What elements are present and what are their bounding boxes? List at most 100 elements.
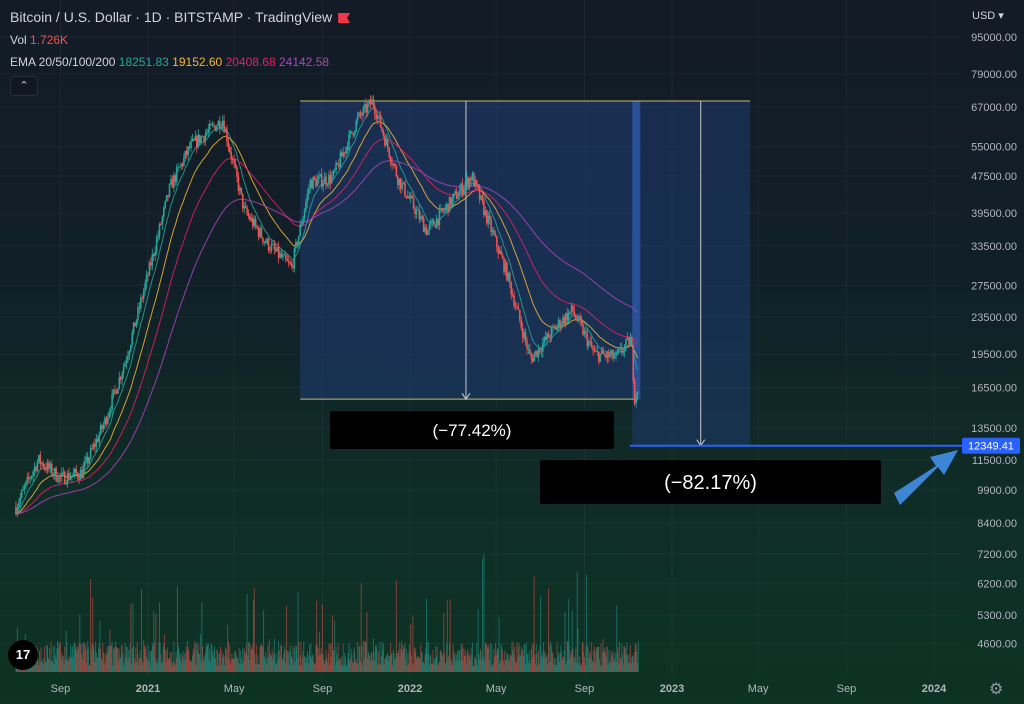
volume-bar bbox=[136, 662, 138, 672]
time-axis[interactable]: Sep 2021 May Sep 2022 May Sep 2023 May Sep 2024 bbox=[51, 683, 947, 695]
volume-bar bbox=[191, 661, 193, 672]
tradingview-logo-icon[interactable]: 17 bbox=[8, 640, 38, 670]
volume-bar bbox=[106, 646, 108, 672]
volume-bar bbox=[176, 657, 178, 672]
volume-bar bbox=[525, 664, 527, 672]
candle-body bbox=[194, 136, 197, 141]
volume-bar bbox=[535, 664, 537, 672]
candle-body bbox=[23, 486, 26, 489]
candle-body bbox=[227, 142, 230, 148]
collapse-legend-button[interactable]: ⌃ bbox=[10, 76, 38, 96]
volume-bar bbox=[117, 648, 119, 672]
candle-body bbox=[451, 197, 454, 206]
symbol-title[interactable]: Bitcoin / U.S. Dollar · 1D · BITSTAMP · … bbox=[10, 9, 351, 25]
candle-body bbox=[274, 248, 277, 252]
candle-body bbox=[279, 253, 281, 258]
volume-bar bbox=[53, 664, 55, 672]
candle-body bbox=[570, 305, 573, 312]
candle-body bbox=[229, 147, 231, 153]
candle-body bbox=[33, 466, 36, 472]
volume-bar bbox=[181, 655, 183, 672]
candle-body bbox=[296, 242, 299, 246]
volume-bar bbox=[446, 600, 448, 672]
candle-body bbox=[440, 208, 442, 210]
candle-body bbox=[590, 341, 593, 348]
volume-bar bbox=[627, 663, 629, 672]
volume-bar bbox=[331, 644, 333, 672]
volume-bar bbox=[418, 657, 420, 672]
volume-bar bbox=[146, 659, 148, 672]
candle-body bbox=[307, 189, 310, 194]
price-axis[interactable]: 95000.00 79000.00 67000.00 55000.00 47500.00… bbox=[971, 32, 1017, 651]
candle-body bbox=[549, 337, 551, 339]
volume-bar bbox=[90, 649, 92, 672]
candle-body bbox=[259, 228, 261, 237]
volume-bar bbox=[112, 665, 114, 672]
candle-body bbox=[635, 394, 637, 404]
volume-bar bbox=[101, 659, 103, 672]
volume-bar bbox=[591, 641, 593, 672]
candle-body bbox=[309, 180, 312, 190]
volume-bar bbox=[255, 645, 257, 672]
x-tick-label: May bbox=[748, 683, 769, 695]
volume-bar bbox=[62, 656, 64, 672]
ema-legend[interactable]: EMA 20/50/100/200 18251.83 19152.60 2040… bbox=[10, 55, 329, 69]
candle-body bbox=[461, 183, 464, 195]
volume-bar bbox=[520, 655, 522, 672]
volume-bar bbox=[212, 651, 214, 672]
candle-body bbox=[59, 475, 62, 477]
volume-bar bbox=[492, 664, 494, 672]
candle-body bbox=[599, 353, 602, 362]
candle-body bbox=[32, 471, 34, 476]
volume-bar bbox=[581, 665, 583, 672]
volume-bar bbox=[124, 642, 126, 672]
volume-bar bbox=[118, 660, 120, 672]
volume-bar bbox=[151, 651, 153, 672]
candle-body bbox=[550, 327, 553, 339]
volume-bar bbox=[222, 657, 224, 672]
volume-bar bbox=[275, 662, 277, 672]
volume-bar bbox=[454, 653, 456, 672]
gear-icon[interactable]: ⚙ bbox=[989, 681, 1004, 698]
candle-body bbox=[302, 217, 304, 225]
volume-bar bbox=[607, 665, 609, 672]
ema20-value: 18251.83 bbox=[118, 55, 169, 69]
candle-body bbox=[412, 197, 415, 209]
candle-body bbox=[454, 191, 457, 194]
volume-bar bbox=[331, 615, 333, 672]
volume-bar bbox=[141, 589, 143, 672]
volume-bar bbox=[329, 643, 331, 672]
volume-bar bbox=[292, 646, 294, 672]
volume-bar bbox=[618, 663, 620, 672]
volume-bar bbox=[323, 659, 325, 672]
volume-bar bbox=[495, 655, 497, 672]
x-tick-label: May bbox=[224, 683, 245, 695]
volume-bar bbox=[427, 653, 429, 672]
candle-body bbox=[418, 209, 421, 220]
candle-body bbox=[527, 348, 530, 350]
candle-body bbox=[257, 228, 260, 237]
volume-bar bbox=[481, 558, 483, 672]
volume-bar bbox=[64, 646, 66, 672]
candle-body bbox=[101, 425, 103, 429]
volume-bar bbox=[389, 656, 391, 672]
volume-bar bbox=[526, 654, 528, 672]
candle-body bbox=[190, 140, 192, 148]
volume-bar bbox=[490, 665, 492, 672]
volume-legend[interactable]: Vol 1.726K bbox=[10, 33, 68, 47]
candle-body bbox=[477, 185, 479, 189]
flag-icon[interactable] bbox=[338, 13, 351, 23]
volume-bar bbox=[609, 661, 611, 672]
volume-bar bbox=[168, 659, 170, 672]
volume-bar bbox=[324, 660, 326, 672]
candle-body bbox=[516, 306, 518, 308]
volume-bar bbox=[42, 663, 44, 672]
volume-bar bbox=[170, 662, 172, 672]
volume-bar bbox=[55, 658, 57, 672]
volume-bar bbox=[186, 641, 188, 672]
volume-bar bbox=[81, 643, 83, 672]
candle-body bbox=[361, 115, 363, 116]
currency-select[interactable]: USD ▾ bbox=[972, 10, 1004, 22]
volume-bar bbox=[515, 662, 517, 672]
